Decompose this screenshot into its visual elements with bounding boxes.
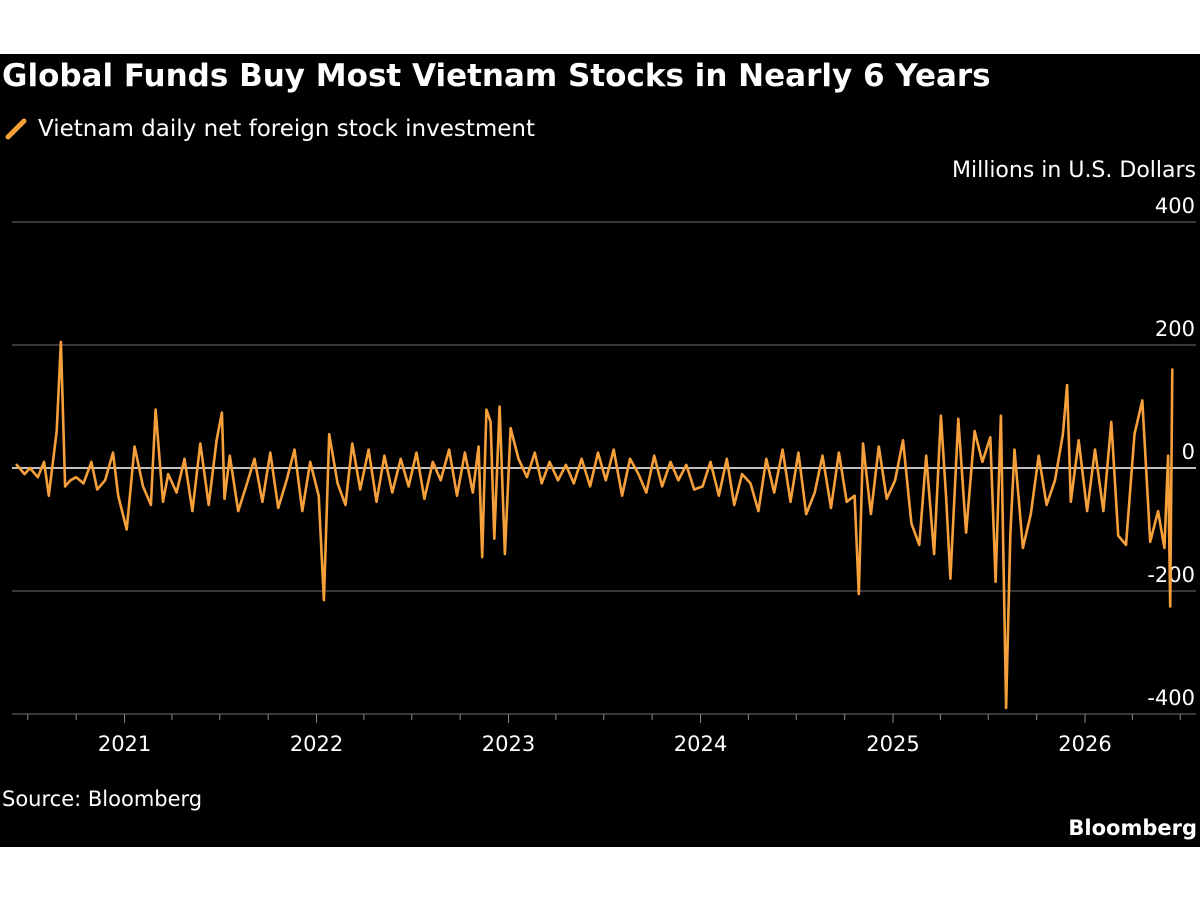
y-axis-label: Millions in U.S. Dollars	[952, 158, 1196, 183]
chart-title: Global Funds Buy Most Vietnam Stocks in …	[2, 58, 991, 94]
x-tick-label: 2026	[1058, 732, 1111, 756]
source-note: Source: Bloomberg	[2, 787, 203, 811]
y-tick-label: 200	[1155, 317, 1195, 341]
x-tick-label: 2023	[482, 732, 535, 756]
y-tick-label: 0	[1182, 440, 1195, 464]
chart-frame: Global Funds Buy Most Vietnam Stocks in …	[0, 54, 1200, 847]
y-tick-label: -400	[1147, 686, 1195, 710]
x-tick-label: 2021	[98, 732, 151, 756]
series-lines	[15, 340, 1174, 710]
bloomberg-logo: Bloomberg	[1068, 816, 1197, 840]
x-tick-label: 2022	[290, 732, 343, 756]
legend-label: Vietnam daily net foreign stock investme…	[38, 116, 536, 142]
series-line	[15, 340, 1174, 710]
x-tick-label: 2024	[674, 732, 727, 756]
gridlines	[12, 221, 1196, 715]
x-axis: 2021 2022 2023 2024 2025 2026	[27, 714, 1181, 756]
legend-swatch	[5, 118, 27, 140]
x-tick-label: 2025	[866, 732, 919, 756]
legend: Vietnam daily net foreign stock investme…	[4, 114, 535, 144]
y-tick-label: 400	[1155, 194, 1195, 218]
